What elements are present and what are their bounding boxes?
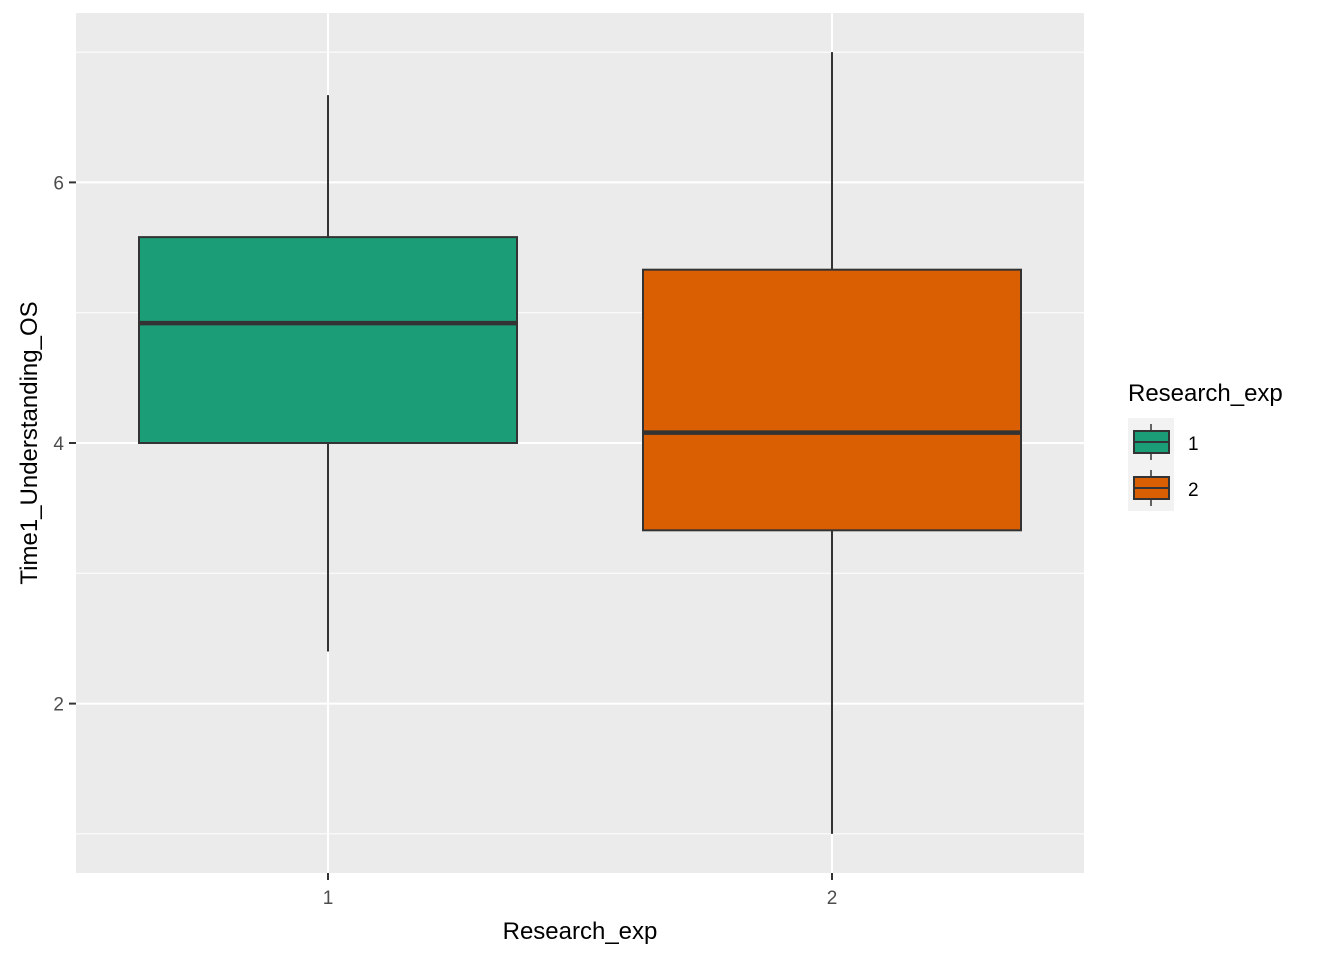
y-tick-label: 2 — [53, 695, 64, 716]
y-tick-label: 6 — [53, 173, 64, 194]
legend: Research_exp 12 — [1128, 380, 1283, 511]
box-body — [138, 236, 518, 444]
legend-item-2: 2 — [1133, 470, 1199, 506]
x-tick-label: 2 — [827, 888, 838, 909]
legend-item-1: 1 — [1133, 424, 1199, 460]
box-group-2 — [642, 52, 1022, 834]
axes-layer: 2 4 6 1 2 — [53, 173, 837, 909]
y-tick-label: 4 — [53, 434, 64, 455]
x-axis-title: Research_exp — [503, 918, 658, 945]
boxes-layer — [138, 52, 1022, 834]
legend-item-label: 2 — [1188, 480, 1199, 501]
x-tick-label: 1 — [323, 888, 334, 909]
legend-title: Research_exp — [1128, 380, 1283, 407]
box-group-1 — [138, 95, 518, 652]
legend-item-label: 1 — [1188, 434, 1199, 455]
box-body — [642, 268, 1022, 532]
y-axis-title: Time1_Understanding_OS — [16, 301, 43, 584]
legend-items: 12 — [1128, 418, 1199, 511]
